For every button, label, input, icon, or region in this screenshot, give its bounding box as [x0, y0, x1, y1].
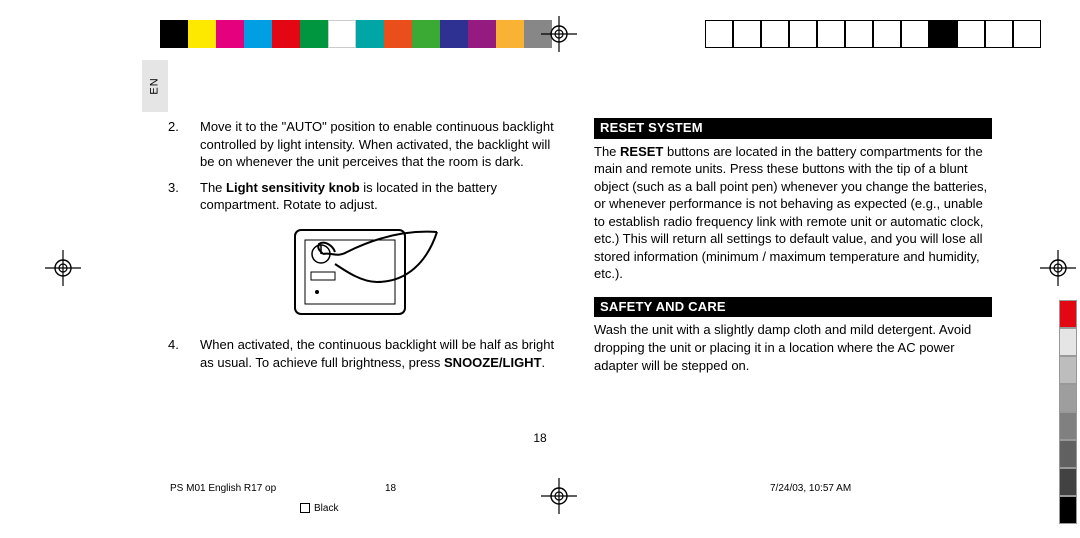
outline-swatch	[929, 20, 957, 48]
color-swatch	[216, 20, 244, 48]
outline-strip-top	[705, 20, 1041, 48]
gray-swatch	[1059, 384, 1077, 412]
item-text: When activated, the continuous backlight…	[200, 336, 566, 371]
outline-swatch	[957, 20, 985, 48]
outline-swatch	[901, 20, 929, 48]
gray-swatch	[1059, 356, 1077, 384]
footer-filename: PS M01 English R17 op	[170, 482, 276, 496]
item-text: Move it to the "AUTO" position to enable…	[200, 118, 566, 171]
section-body: Wash the unit with a slightly damp cloth…	[594, 321, 992, 374]
page-content: 2.Move it to the "AUTO" position to enab…	[168, 118, 998, 388]
outline-swatch	[789, 20, 817, 48]
language-label: EN	[148, 77, 163, 94]
item-number: 3.	[168, 179, 200, 214]
color-swatch	[272, 20, 300, 48]
registration-mark-bottom	[541, 478, 577, 514]
footer-color: Black	[300, 502, 338, 516]
color-swatch	[412, 20, 440, 48]
right-column: RESET SYSTEM The RESET buttons are locate…	[594, 118, 992, 388]
section-heading: RESET SYSTEM	[594, 118, 992, 139]
registration-mark-right	[1040, 250, 1076, 286]
color-swatch	[356, 20, 384, 48]
left-column: 2.Move it to the "AUTO" position to enab…	[168, 118, 566, 388]
outline-swatch	[761, 20, 789, 48]
footer-page: 18	[385, 482, 396, 496]
color-swatch	[440, 20, 468, 48]
list-item: 2.Move it to the "AUTO" position to enab…	[168, 118, 566, 171]
outline-swatch	[1013, 20, 1041, 48]
section-heading: SAFETY AND CARE	[594, 297, 992, 318]
outline-swatch	[705, 20, 733, 48]
list-item: 3.The Light sensitivity knob is located …	[168, 179, 566, 214]
color-swatch	[468, 20, 496, 48]
gray-strip-right	[1059, 300, 1077, 524]
item-text: The Light sensitivity knob is located in…	[200, 179, 566, 214]
footer-color-label: Black	[314, 503, 338, 514]
page-number: 18	[0, 430, 1080, 446]
color-swatch	[188, 20, 216, 48]
outline-swatch	[733, 20, 761, 48]
color-swatch	[300, 20, 328, 48]
color-swatch	[244, 20, 272, 48]
gray-swatch	[1059, 496, 1077, 524]
outline-swatch	[985, 20, 1013, 48]
language-tab: EN	[142, 60, 168, 112]
color-swatch-icon	[300, 503, 310, 513]
color-swatch	[496, 20, 524, 48]
gray-swatch	[1059, 328, 1077, 356]
registration-mark-left	[45, 250, 81, 286]
item-number: 2.	[168, 118, 200, 171]
outline-swatch	[873, 20, 901, 48]
list-item: 4.When activated, the continuous backlig…	[168, 336, 566, 371]
gray-swatch	[1059, 300, 1077, 328]
gray-swatch	[1059, 468, 1077, 496]
registration-mark-top	[541, 16, 577, 52]
item-number: 4.	[168, 336, 200, 371]
section-body: The RESET buttons are located in the bat…	[594, 143, 992, 283]
footer-datetime: 7/24/03, 10:57 AM	[770, 482, 851, 496]
color-swatch	[384, 20, 412, 48]
color-swatch	[328, 20, 356, 48]
outline-swatch	[845, 20, 873, 48]
color-strip-top	[160, 20, 552, 48]
knob-illustration	[168, 222, 566, 327]
color-swatch	[160, 20, 188, 48]
outline-swatch	[817, 20, 845, 48]
